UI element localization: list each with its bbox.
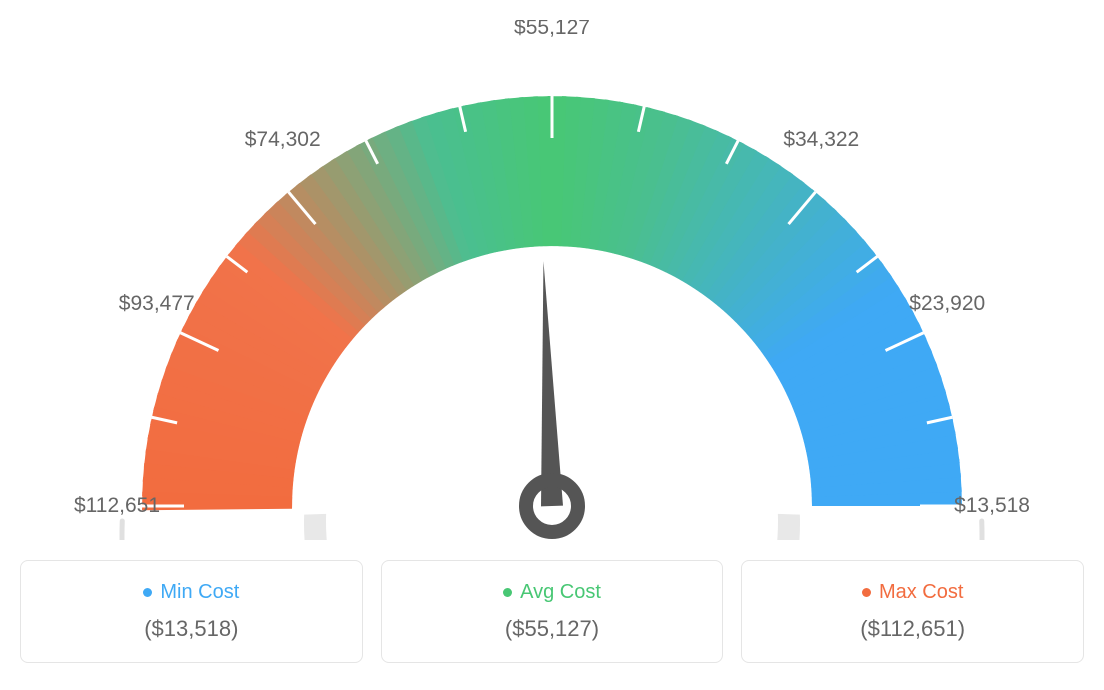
svg-text:$55,127: $55,127 — [514, 20, 590, 39]
legend-title-max: Max Cost — [766, 581, 1059, 604]
svg-text:$23,920: $23,920 — [909, 292, 985, 315]
legend-label-avg: Avg Cost — [520, 581, 601, 604]
legend-label-max: Max Cost — [879, 581, 963, 604]
gauge-area: $13,518 $23,920 $34,322 $55,127 $74,302 $93,4… — [20, 20, 1084, 540]
cost-gauge-chart: $13,518 $23,920 $34,322 $55,127 $74,302 $93,4… — [20, 20, 1084, 663]
legend-card-min: Min Cost ($13,518) — [20, 560, 363, 663]
legend-label-min: Min Cost — [160, 581, 239, 604]
gauge-svg: $13,518 $23,920 $34,322 $55,127 $74,302 $93,4… — [20, 20, 1084, 540]
legend-dot-min — [143, 588, 152, 597]
svg-text:$93,477: $93,477 — [119, 292, 195, 315]
legend-value-avg: ($55,127) — [406, 616, 699, 642]
svg-text:$112,651: $112,651 — [74, 494, 160, 517]
svg-text:$74,302: $74,302 — [245, 128, 321, 151]
legend-card-avg: Avg Cost ($55,127) — [381, 560, 724, 663]
legend-dot-avg — [503, 588, 512, 597]
legend-title-avg: Avg Cost — [406, 581, 699, 604]
legend-dot-max — [862, 588, 871, 597]
svg-text:$34,322: $34,322 — [783, 128, 859, 151]
svg-text:$13,518: $13,518 — [954, 494, 1030, 517]
legend-value-max: ($112,651) — [766, 616, 1059, 642]
legend-card-max: Max Cost ($112,651) — [741, 560, 1084, 663]
legend-value-min: ($13,518) — [45, 616, 338, 642]
legend-row: Min Cost ($13,518) Avg Cost ($55,127) Ma… — [20, 560, 1084, 663]
legend-title-min: Min Cost — [45, 581, 338, 604]
